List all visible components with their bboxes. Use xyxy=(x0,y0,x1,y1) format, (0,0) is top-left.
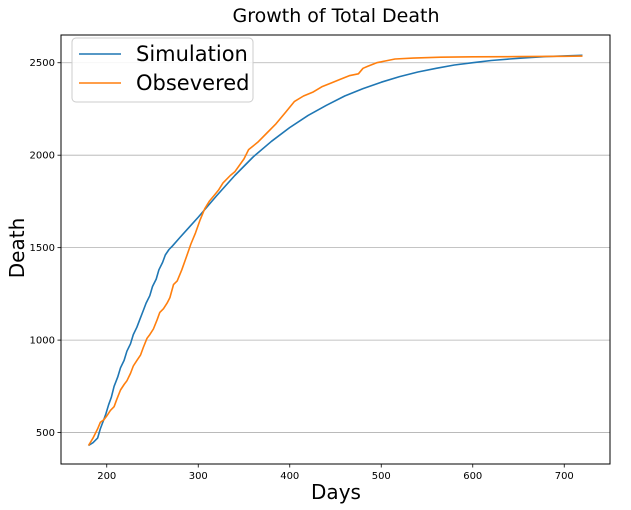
legend: Simulation Obsevered xyxy=(71,37,254,103)
y-tick-label-2500: 2500 xyxy=(30,58,55,69)
chart-title: Growth of Total Death xyxy=(232,5,439,27)
x-tick-label-600: 600 xyxy=(463,471,482,482)
series-line-simulation xyxy=(88,54,583,447)
x-tick-label-700: 700 xyxy=(555,471,574,482)
x-axis-title: Days xyxy=(311,480,361,504)
gridlines xyxy=(61,62,610,433)
x-tick-label-200: 200 xyxy=(97,471,116,482)
x-tick-label-400: 400 xyxy=(280,471,299,482)
y-tick-label-500: 500 xyxy=(36,428,55,439)
axis-ticks: 500 1000 1500 2000 2500 200 300 400 500 600 700 xyxy=(30,58,574,482)
x-tick-label-300: 300 xyxy=(189,471,208,482)
y-tick-label-1000: 1000 xyxy=(30,336,55,347)
x-tick-label-500: 500 xyxy=(372,471,391,482)
y-tick-label-1500: 1500 xyxy=(30,243,55,254)
legend-label-simulation: Simulation xyxy=(136,42,248,66)
series-lines xyxy=(87,54,583,447)
series-line-obsevered xyxy=(87,55,583,446)
legend-label-obsevered: Obsevered xyxy=(136,71,250,95)
y-axis-title: Death xyxy=(5,218,29,278)
plot-frame xyxy=(60,34,611,465)
y-tick-label-2000: 2000 xyxy=(30,151,55,162)
